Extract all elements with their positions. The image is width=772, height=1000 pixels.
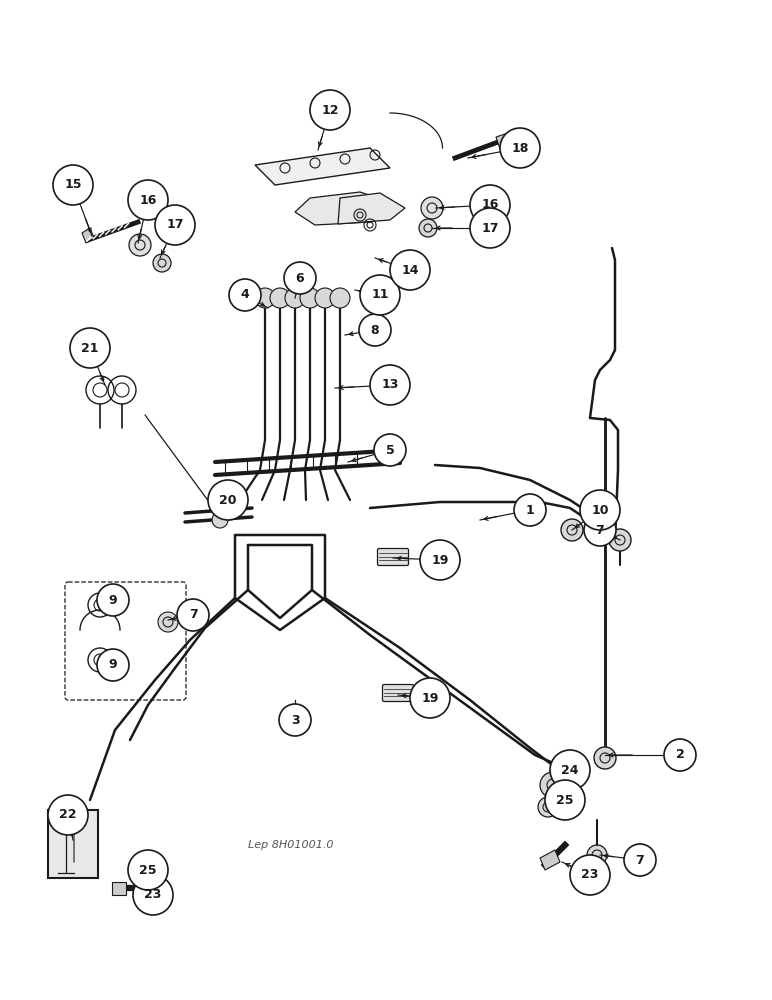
- Circle shape: [410, 678, 450, 718]
- Text: 17: 17: [481, 222, 499, 234]
- Text: 21: 21: [81, 342, 99, 355]
- Text: 1: 1: [526, 504, 534, 516]
- Polygon shape: [295, 192, 390, 225]
- Polygon shape: [82, 228, 94, 243]
- Circle shape: [538, 797, 558, 817]
- Circle shape: [153, 254, 171, 272]
- Circle shape: [370, 365, 410, 405]
- Text: 7: 7: [635, 854, 645, 866]
- Circle shape: [359, 314, 391, 346]
- Text: 19: 19: [432, 554, 449, 566]
- Polygon shape: [112, 882, 126, 895]
- Text: 6: 6: [296, 271, 304, 284]
- Text: 16: 16: [481, 198, 499, 212]
- Polygon shape: [540, 850, 560, 870]
- Circle shape: [570, 855, 610, 895]
- Text: 4: 4: [241, 288, 249, 302]
- Circle shape: [609, 529, 631, 551]
- Circle shape: [360, 275, 400, 315]
- Text: 11: 11: [371, 288, 389, 302]
- Circle shape: [584, 514, 616, 546]
- Circle shape: [421, 197, 443, 219]
- Circle shape: [419, 219, 437, 237]
- Circle shape: [128, 180, 168, 220]
- Text: 14: 14: [401, 263, 418, 276]
- Text: 12: 12: [321, 104, 339, 116]
- Circle shape: [310, 90, 350, 130]
- Circle shape: [315, 288, 335, 308]
- Circle shape: [624, 844, 656, 876]
- Text: 18: 18: [511, 141, 529, 154]
- Text: 16: 16: [139, 194, 157, 207]
- Circle shape: [177, 599, 209, 631]
- Text: 7: 7: [188, 608, 198, 621]
- Circle shape: [158, 612, 178, 632]
- Circle shape: [514, 494, 546, 526]
- Text: 23: 23: [144, 888, 161, 902]
- FancyBboxPatch shape: [378, 548, 408, 566]
- Text: 22: 22: [59, 808, 76, 822]
- Circle shape: [594, 747, 616, 769]
- Circle shape: [229, 279, 261, 311]
- Circle shape: [300, 288, 320, 308]
- Text: 5: 5: [386, 444, 394, 456]
- Polygon shape: [255, 148, 390, 185]
- Circle shape: [420, 540, 460, 580]
- Circle shape: [561, 519, 583, 541]
- Text: 9: 9: [109, 593, 117, 606]
- Circle shape: [390, 250, 430, 290]
- Circle shape: [470, 208, 510, 248]
- Circle shape: [330, 288, 350, 308]
- Text: 9: 9: [109, 658, 117, 672]
- Circle shape: [97, 649, 129, 681]
- Circle shape: [97, 584, 129, 616]
- Circle shape: [128, 850, 168, 890]
- Text: 13: 13: [381, 378, 398, 391]
- Circle shape: [664, 739, 696, 771]
- Circle shape: [212, 512, 228, 528]
- Circle shape: [587, 845, 607, 865]
- FancyBboxPatch shape: [382, 684, 414, 702]
- Text: 23: 23: [581, 868, 599, 882]
- Circle shape: [284, 262, 316, 294]
- Bar: [48, 810, 98, 878]
- Text: 25: 25: [557, 794, 574, 806]
- Circle shape: [155, 205, 195, 245]
- Circle shape: [550, 750, 590, 790]
- Circle shape: [208, 480, 248, 520]
- Text: 15: 15: [64, 178, 82, 192]
- Text: 20: 20: [219, 493, 237, 506]
- Text: 2: 2: [676, 748, 684, 762]
- Polygon shape: [496, 133, 512, 149]
- Text: 25: 25: [139, 863, 157, 876]
- Text: Lep 8H01001.0: Lep 8H01001.0: [248, 840, 334, 850]
- Circle shape: [255, 288, 275, 308]
- Circle shape: [279, 704, 311, 736]
- Circle shape: [129, 234, 151, 256]
- Circle shape: [70, 328, 110, 368]
- Text: 3: 3: [291, 714, 300, 726]
- Circle shape: [285, 288, 305, 308]
- Text: 8: 8: [371, 324, 379, 336]
- Circle shape: [132, 862, 154, 884]
- Polygon shape: [338, 193, 405, 224]
- Circle shape: [545, 780, 585, 820]
- Circle shape: [540, 772, 566, 798]
- Circle shape: [500, 128, 540, 168]
- Text: 19: 19: [422, 692, 438, 704]
- Circle shape: [580, 490, 620, 530]
- Text: 17: 17: [166, 219, 184, 232]
- Circle shape: [133, 875, 173, 915]
- Circle shape: [270, 288, 290, 308]
- Circle shape: [470, 185, 510, 225]
- Circle shape: [374, 434, 406, 466]
- Circle shape: [53, 165, 93, 205]
- Circle shape: [48, 795, 88, 835]
- Text: 7: 7: [596, 524, 604, 536]
- Text: 10: 10: [591, 504, 609, 516]
- Text: 24: 24: [561, 764, 579, 776]
